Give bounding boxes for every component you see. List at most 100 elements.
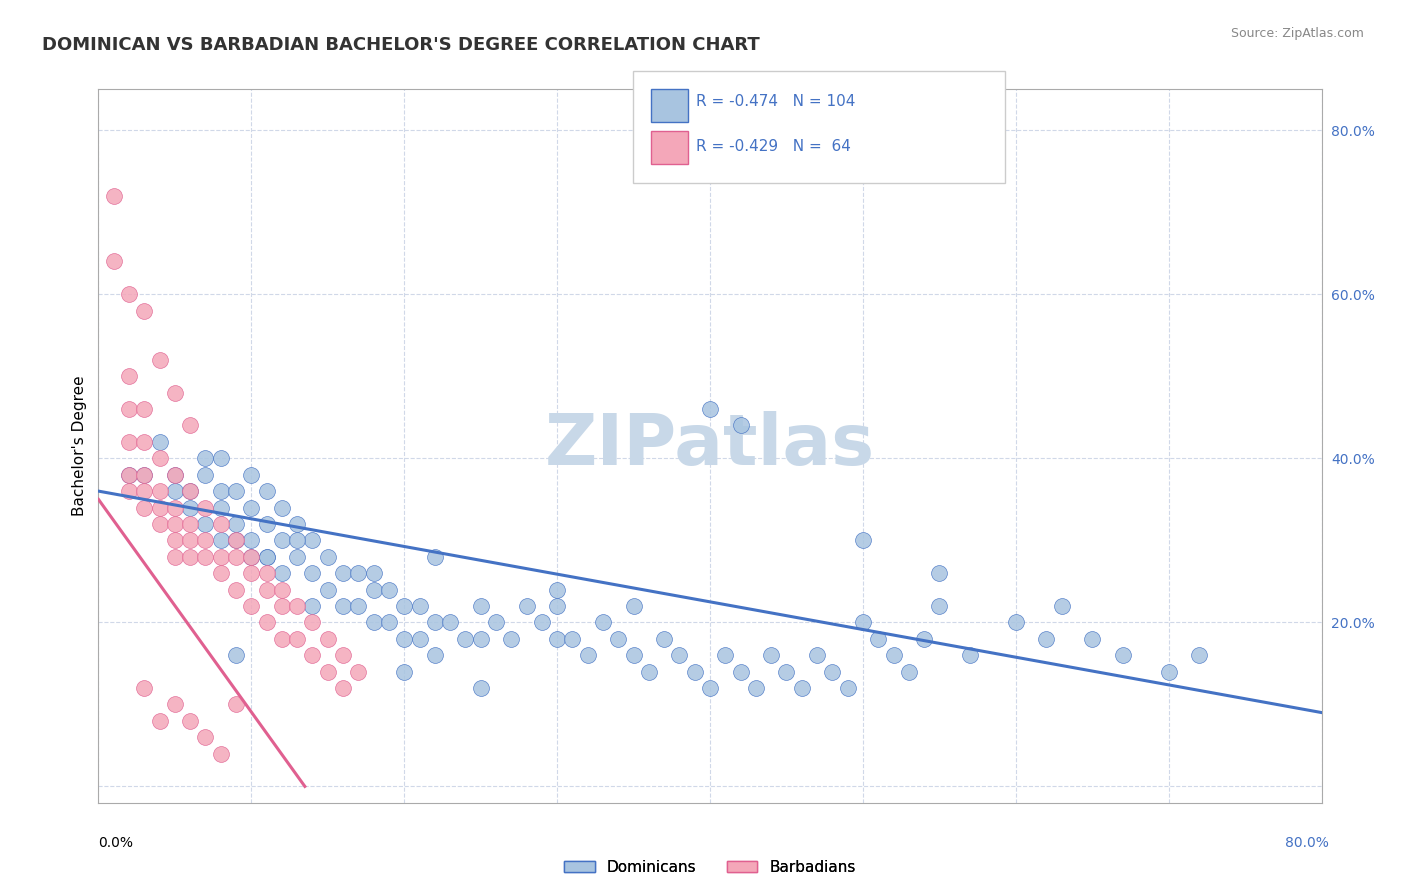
- Point: [163, 516, 186, 531]
- Point: [149, 484, 172, 499]
- Point: [134, 467, 156, 482]
- Point: [347, 599, 370, 613]
- Point: [225, 533, 247, 548]
- Point: [316, 665, 339, 679]
- Point: [118, 369, 141, 384]
- Point: [179, 500, 201, 515]
- Point: [378, 615, 401, 630]
- Point: [301, 533, 323, 548]
- Point: [118, 402, 141, 417]
- Point: [225, 516, 247, 531]
- Point: [530, 615, 553, 630]
- Point: [163, 484, 186, 499]
- Point: [392, 665, 416, 679]
- Point: [149, 434, 172, 449]
- Point: [256, 566, 278, 581]
- Point: [285, 533, 308, 548]
- Point: [301, 615, 323, 630]
- Point: [209, 451, 232, 466]
- Point: [652, 632, 675, 646]
- Point: [699, 402, 721, 417]
- Point: [179, 714, 201, 728]
- Point: [270, 632, 292, 646]
- Point: [392, 599, 416, 613]
- Text: ZIPatlas: ZIPatlas: [546, 411, 875, 481]
- Point: [194, 467, 217, 482]
- Point: [316, 549, 339, 564]
- Point: [118, 467, 141, 482]
- Point: [134, 303, 156, 318]
- Point: [256, 549, 278, 564]
- Point: [470, 599, 492, 613]
- Point: [134, 484, 156, 499]
- Point: [149, 714, 172, 728]
- Point: [316, 632, 339, 646]
- Point: [790, 681, 813, 695]
- Point: [576, 648, 599, 662]
- Point: [1004, 615, 1026, 630]
- Point: [163, 467, 186, 482]
- Point: [301, 599, 323, 613]
- Point: [103, 189, 125, 203]
- Point: [163, 549, 186, 564]
- Point: [868, 632, 890, 646]
- Point: [806, 648, 828, 662]
- Point: [209, 533, 232, 548]
- Point: [332, 648, 354, 662]
- Point: [225, 648, 247, 662]
- Point: [683, 665, 706, 679]
- Point: [730, 665, 752, 679]
- Point: [270, 582, 292, 597]
- Point: [225, 533, 247, 548]
- Point: [256, 582, 278, 597]
- Point: [149, 451, 172, 466]
- Point: [1035, 632, 1057, 646]
- Point: [285, 599, 308, 613]
- Point: [163, 698, 186, 712]
- Point: [408, 632, 430, 646]
- Point: [118, 484, 141, 499]
- Point: [423, 648, 446, 662]
- Point: [134, 681, 156, 695]
- Point: [821, 665, 844, 679]
- Point: [392, 632, 416, 646]
- Point: [163, 500, 186, 515]
- Point: [179, 484, 201, 499]
- Point: [623, 648, 645, 662]
- Text: DOMINICAN VS BARBADIAN BACHELOR'S DEGREE CORRELATION CHART: DOMINICAN VS BARBADIAN BACHELOR'S DEGREE…: [42, 36, 759, 54]
- Point: [928, 599, 950, 613]
- Point: [1050, 599, 1073, 613]
- Text: 80.0%: 80.0%: [1285, 837, 1329, 850]
- Point: [179, 484, 201, 499]
- Text: R = -0.429   N =  64: R = -0.429 N = 64: [696, 139, 851, 153]
- Point: [1157, 665, 1180, 679]
- Point: [408, 599, 430, 613]
- Point: [256, 516, 278, 531]
- Point: [240, 599, 263, 613]
- Text: Source: ZipAtlas.com: Source: ZipAtlas.com: [1230, 27, 1364, 40]
- Point: [163, 385, 186, 400]
- Point: [240, 467, 263, 482]
- Point: [301, 648, 323, 662]
- Point: [149, 352, 172, 367]
- Point: [912, 632, 935, 646]
- Point: [270, 566, 292, 581]
- Point: [285, 549, 308, 564]
- Point: [118, 467, 141, 482]
- Point: [561, 632, 583, 646]
- Point: [301, 566, 323, 581]
- Point: [485, 615, 508, 630]
- Point: [347, 566, 370, 581]
- Point: [959, 648, 981, 662]
- Point: [134, 467, 156, 482]
- Point: [775, 665, 797, 679]
- Point: [194, 451, 217, 466]
- Point: [149, 500, 172, 515]
- Point: [194, 500, 217, 515]
- Point: [270, 500, 292, 515]
- Point: [837, 681, 859, 695]
- Y-axis label: Bachelor's Degree: Bachelor's Degree: [72, 376, 87, 516]
- Point: [730, 418, 752, 433]
- Point: [347, 665, 370, 679]
- Point: [240, 500, 263, 515]
